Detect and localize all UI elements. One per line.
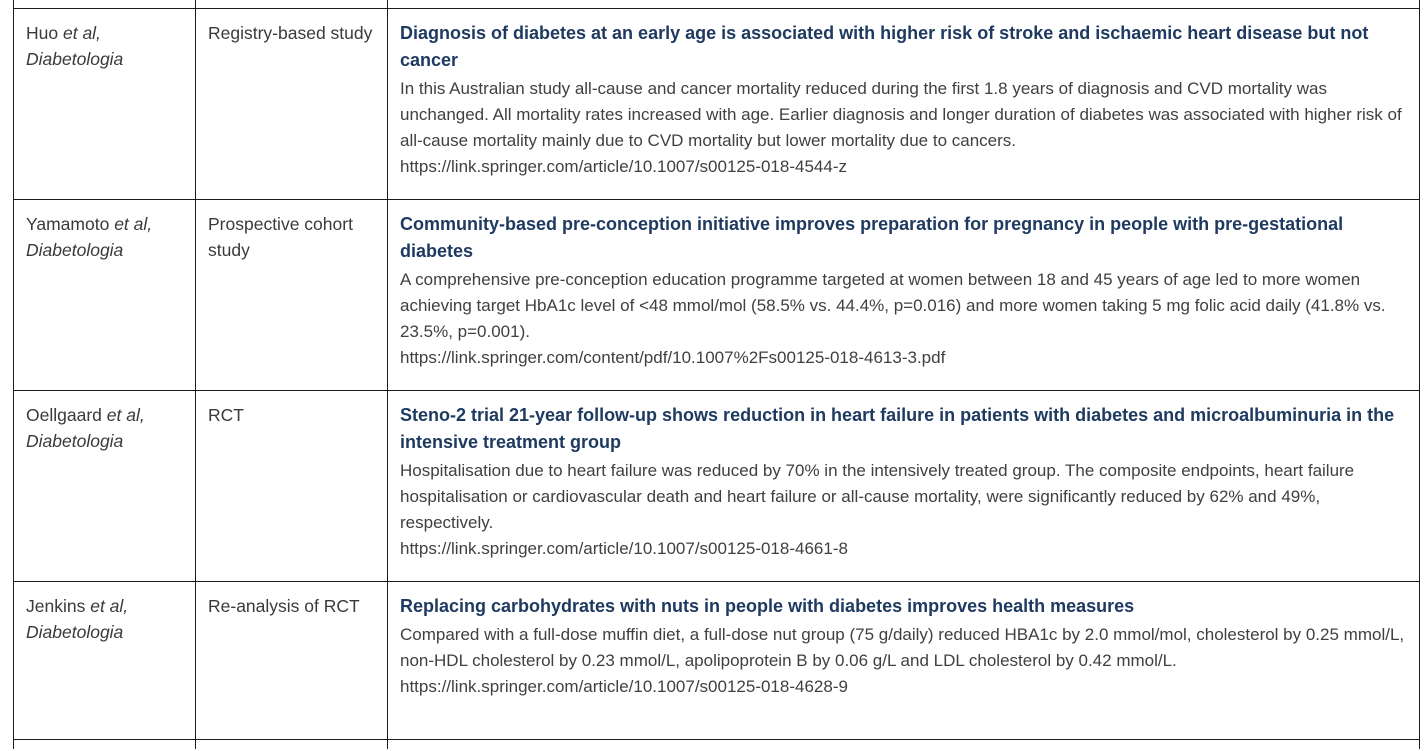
study-type-cell: Prospective cohort study: [195, 198, 388, 391]
description-cell: [387, 0, 1420, 9]
study-link[interactable]: https://link.springer.com/article/10.100…: [400, 676, 848, 696]
study-type-label: Prospective cohort study: [208, 213, 353, 260]
study-link[interactable]: https://link.springer.com/content/pdf/10…: [400, 347, 946, 367]
study-summary: Compared with a full-dose muffin diet, a…: [400, 624, 1405, 670]
study-type-label: Registry-based study: [208, 22, 373, 43]
study-link[interactable]: https://link.springer.com/article/10.100…: [400, 156, 847, 176]
description-cell: [387, 738, 1420, 749]
study-type-cell: Re-analysis of RCT: [195, 580, 388, 740]
study-type-cell: Registry-based study: [195, 7, 388, 200]
author-name: Jenkins: [26, 595, 86, 616]
journal-name: Diabetologia: [26, 239, 124, 260]
description-cell: Community-based pre-conception initiativ…: [387, 198, 1420, 391]
description-cell: Replacing carbohydrates with nuts in peo…: [387, 580, 1420, 740]
authors-cell: [13, 0, 196, 9]
author-line: Yamamoto et al,: [26, 211, 183, 237]
author-name: Oellgaard: [26, 404, 102, 425]
study-title: Community-based pre-conception initiativ…: [400, 213, 1344, 261]
author-name: Yamamoto: [26, 213, 110, 234]
table-row-partial-bottom: [13, 738, 1420, 749]
study-title: Diagnosis of diabetes at an early age is…: [400, 22, 1369, 70]
authors-cell: Oellgaard et al, Diabetologia: [13, 389, 196, 582]
authors-cell: [13, 738, 196, 749]
study-type-label: Re-analysis of RCT: [208, 595, 360, 616]
literature-review-table: Huo et al, Diabetologia Registry-based s…: [13, 0, 1420, 749]
journal-line: Diabetologia: [26, 428, 183, 454]
study-title: Replacing carbohydrates with nuts in peo…: [400, 595, 1135, 616]
table-row: Huo et al, Diabetologia Registry-based s…: [13, 7, 1420, 200]
description-cell: Steno-2 trial 21-year follow-up shows re…: [387, 389, 1420, 582]
journal-name: Diabetologia: [26, 621, 124, 642]
table-row: Yamamoto et al, Diabetologia Prospective…: [13, 198, 1420, 391]
study-title: Steno-2 trial 21-year follow-up shows re…: [400, 404, 1395, 452]
journal-name: Diabetologia: [26, 48, 124, 69]
study-summary: Hospitalisation due to heart failure was…: [400, 460, 1355, 532]
study-type-cell: RCT: [195, 389, 388, 582]
table-row: Jenkins et al, Diabetologia Re-analysis …: [13, 580, 1420, 740]
authors-cell: Yamamoto et al, Diabetologia: [13, 198, 196, 391]
journal-name: Diabetologia: [26, 430, 124, 451]
author-name: Huo: [26, 22, 59, 43]
table-row-partial-top: [13, 0, 1420, 9]
author-line: Oellgaard et al,: [26, 402, 183, 428]
author-etal: et al,: [90, 595, 129, 616]
description-cell: Diagnosis of diabetes at an early age is…: [387, 7, 1420, 200]
journal-line: Diabetologia: [26, 46, 183, 72]
study-type-cell: [195, 0, 388, 9]
author-line: Jenkins et al,: [26, 593, 183, 619]
journal-line: Diabetologia: [26, 619, 183, 645]
study-type-label: RCT: [208, 404, 244, 425]
author-etal: et al,: [114, 213, 153, 234]
journal-line: Diabetologia: [26, 237, 183, 263]
study-type-cell: [195, 738, 388, 749]
study-summary: In this Australian study all-cause and c…: [400, 78, 1402, 150]
author-line: Huo et al,: [26, 20, 183, 46]
author-etal: et al,: [62, 22, 101, 43]
author-etal: et al,: [106, 404, 145, 425]
study-link[interactable]: https://link.springer.com/article/10.100…: [400, 538, 848, 558]
study-summary: A comprehensive pre-conception education…: [400, 269, 1386, 341]
authors-cell: Huo et al, Diabetologia: [13, 7, 196, 200]
table-row: Oellgaard et al, Diabetologia RCT Steno-…: [13, 389, 1420, 582]
authors-cell: Jenkins et al, Diabetologia: [13, 580, 196, 740]
